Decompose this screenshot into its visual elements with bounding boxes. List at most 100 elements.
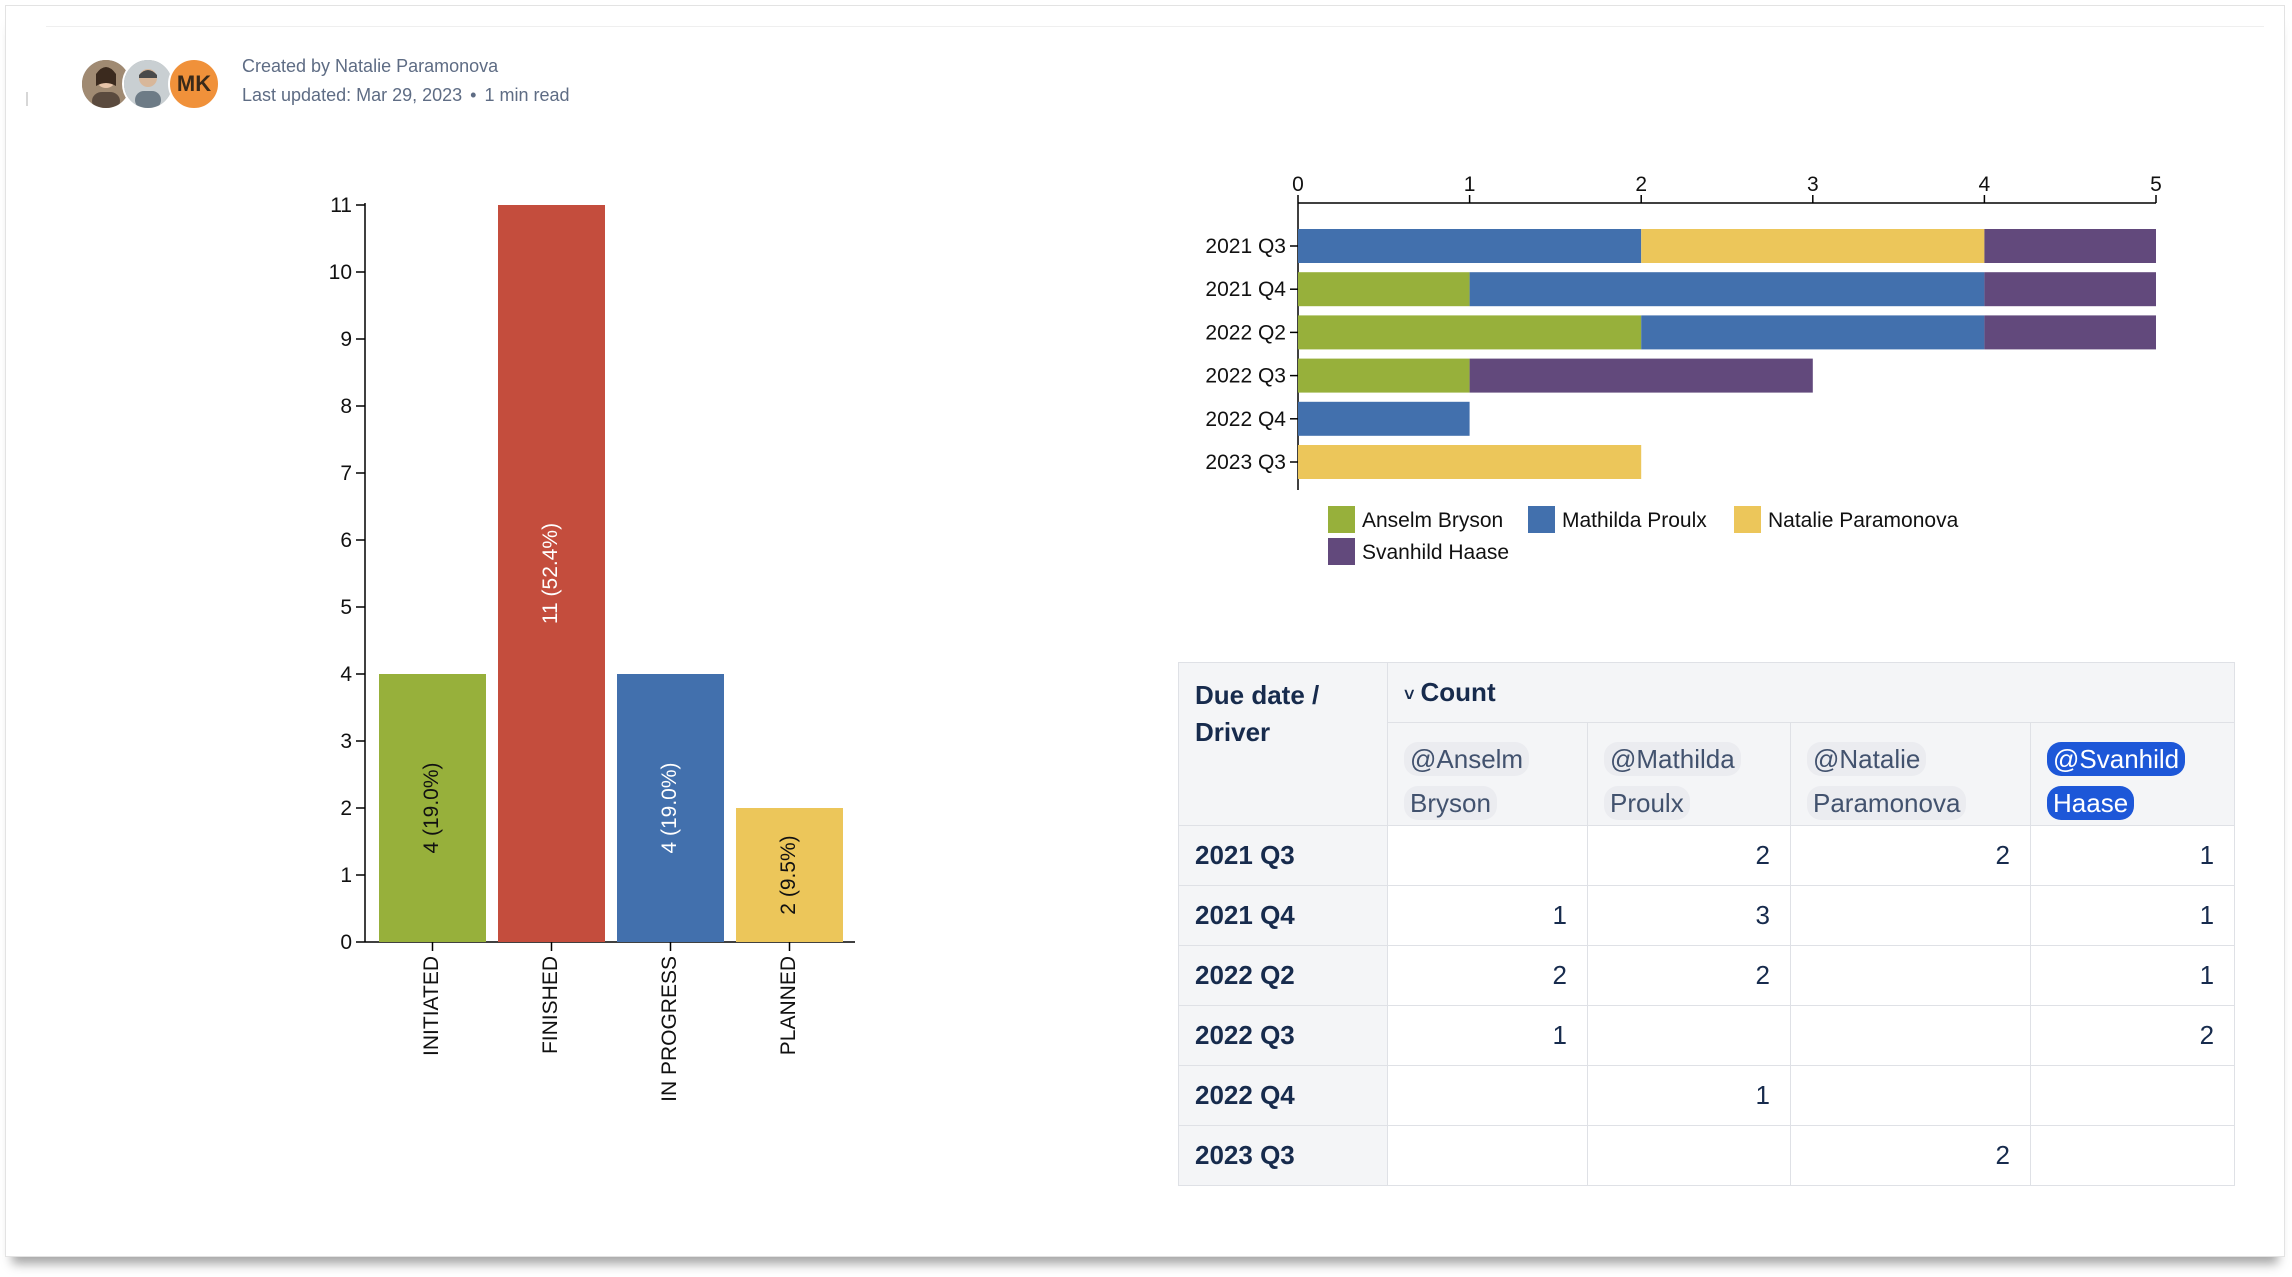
count-cell: 2 bbox=[1790, 1125, 2031, 1186]
count-cell: 1 bbox=[2029, 825, 2236, 886]
legend-swatch bbox=[1328, 538, 1355, 565]
bar-data-label: 4 (19.0%) bbox=[658, 762, 681, 853]
x-tick-label: 2 bbox=[1635, 175, 1647, 196]
y-tick-label: 0 bbox=[340, 931, 352, 954]
read-time: 1 min read bbox=[484, 85, 570, 105]
user-mention[interactable]: @Svanhild Haase bbox=[2047, 742, 2186, 820]
stacked-bar-segment bbox=[1469, 272, 1985, 307]
y-tick-label: 11 bbox=[330, 194, 352, 217]
x-tick-label: 5 bbox=[2150, 175, 2162, 196]
count-cell: 2 bbox=[1387, 945, 1588, 1006]
y-tick-label: 8 bbox=[340, 395, 352, 418]
bar bbox=[379, 674, 486, 942]
y-tick-label: 2022 Q2 bbox=[1205, 321, 1286, 344]
stacked-bar-segment bbox=[1298, 272, 1470, 307]
stacked-bar-segment bbox=[1641, 315, 1985, 350]
count-cell bbox=[1790, 1065, 2031, 1126]
stacked-bar-segment bbox=[1984, 315, 2156, 350]
count-header[interactable]: ˅ Count bbox=[1386, 662, 2236, 723]
bar-data-label: 2 (9.5%) bbox=[777, 835, 800, 914]
legend-label: Anselm Bryson bbox=[1362, 509, 1503, 532]
user-mention[interactable]: @Anselm Bryson bbox=[1404, 742, 1530, 820]
count-cell bbox=[1790, 945, 2031, 1006]
x-tick-label: 1 bbox=[1464, 175, 1476, 196]
legend-swatch bbox=[1328, 506, 1355, 533]
count-cell bbox=[1387, 825, 1588, 886]
y-tick-label: 2023 Q3 bbox=[1205, 451, 1286, 474]
y-tick-label: 5 bbox=[340, 596, 352, 619]
table-body: 2021 Q3 2 2 1 2021 Q4 1 3 1 2022 Q2 2 2 1 2022 Q3 1 2 2… bbox=[1178, 825, 2236, 1186]
count-cell bbox=[1387, 1065, 1588, 1126]
count-cell: 2 bbox=[1587, 945, 1791, 1006]
count-cell bbox=[1587, 1005, 1791, 1066]
row-header: 2023 Q3 bbox=[1178, 1125, 1388, 1186]
table-row: 2022 Q3 1 2 bbox=[1178, 1005, 2236, 1066]
legend-label: Svanhild Haase bbox=[1362, 541, 1509, 564]
row-header: 2022 Q3 bbox=[1178, 1005, 1388, 1066]
contributors[interactable]: MK bbox=[80, 58, 230, 110]
y-tick-label: 4 bbox=[340, 663, 352, 686]
count-cell bbox=[1587, 1125, 1791, 1186]
count-cell bbox=[2029, 1125, 2236, 1186]
stacked-bar-segment bbox=[1641, 229, 1985, 263]
x-tick-label: 3 bbox=[1807, 175, 1819, 196]
y-tick-label: 2022 Q3 bbox=[1205, 365, 1286, 388]
user-mention[interactable]: @Natalie Paramonova bbox=[1807, 742, 1967, 820]
table-row: 2022 Q2 2 2 1 bbox=[1178, 945, 2236, 1006]
stacked-bar-segment bbox=[1298, 401, 1470, 436]
person-photo-icon bbox=[124, 60, 172, 108]
y-tick-label: 10 bbox=[329, 261, 352, 284]
bar bbox=[498, 205, 605, 942]
page-byline: Created by Natalie Paramonova Last updat… bbox=[242, 52, 570, 110]
x-tick-label: 0 bbox=[1292, 175, 1304, 196]
x-tick-label: IN PROGRESS bbox=[658, 956, 681, 1102]
y-tick-label: 6 bbox=[340, 529, 352, 552]
legend-swatch bbox=[1734, 506, 1761, 533]
row-header: 2022 Q2 bbox=[1178, 945, 1388, 1006]
last-updated[interactable]: Last updated: Mar 29, 2023 bbox=[242, 85, 463, 105]
count-cell bbox=[1387, 1125, 1588, 1186]
edge-marker bbox=[26, 92, 28, 106]
person-photo-icon bbox=[82, 60, 130, 108]
y-tick-label: 7 bbox=[340, 462, 352, 485]
table-row: 2022 Q4 1 bbox=[1178, 1065, 2236, 1126]
count-cell: 2 bbox=[1587, 825, 1791, 886]
count-cell: 1 bbox=[2029, 945, 2236, 1006]
stacked-bar-segment bbox=[1469, 358, 1813, 393]
due-date-stacked-chart: 0 1 2 3 4 5 2021 Q3 2021 Q4 2022 Q2 2022 Q3 2022 Q… bbox=[1205, 175, 2162, 565]
driver-column-header: @Anselm Bryson bbox=[1387, 722, 1588, 826]
y-tick-label: 9 bbox=[340, 328, 352, 351]
created-by: Created by Natalie Paramonova bbox=[242, 56, 499, 76]
count-cell bbox=[2029, 1065, 2236, 1126]
row-header: 2021 Q4 bbox=[1178, 885, 1388, 946]
count-cell: 1 bbox=[1587, 1065, 1791, 1126]
user-mention[interactable]: @Mathilda Proulx bbox=[1604, 742, 1741, 820]
y-tick-label: 2021 Q3 bbox=[1205, 235, 1286, 258]
avatar[interactable] bbox=[122, 58, 174, 110]
count-cell bbox=[1790, 885, 2031, 946]
corner-header: Due date / Driver bbox=[1178, 662, 1388, 826]
page-frame: MK Created by Natalie Paramonova Last up… bbox=[6, 6, 2284, 1256]
status-bar-chart: 0 1 2 3 4 5 6 7 8 9 10 11 4 (19.0%) INITIATED 11 (52.4… bbox=[329, 194, 855, 1102]
bar-data-label: 11 (52.4%) bbox=[539, 523, 562, 624]
x-tick-label: INITIATED bbox=[420, 956, 443, 1056]
stacked-bar-segment bbox=[1298, 358, 1470, 393]
table-row: 2021 Q3 2 2 1 bbox=[1178, 825, 2236, 886]
legend-label: Mathilda Proulx bbox=[1562, 509, 1707, 532]
chevron-down-icon[interactable]: ˅ bbox=[1404, 685, 1415, 705]
stacked-bar-segment bbox=[1984, 272, 2156, 307]
separator-dot: • bbox=[470, 85, 477, 105]
y-tick-label: 2021 Q4 bbox=[1205, 278, 1286, 301]
y-tick-label: 1 bbox=[340, 864, 352, 887]
x-tick-label: PLANNED bbox=[777, 956, 800, 1055]
count-cell: 3 bbox=[1587, 885, 1791, 946]
last-updated-line: Last updated: Mar 29, 2023 • 1 min read bbox=[242, 81, 570, 110]
y-tick-label: 2022 Q4 bbox=[1205, 408, 1286, 431]
count-cell bbox=[1790, 1005, 2031, 1066]
avatar[interactable] bbox=[80, 58, 132, 110]
count-cell: 1 bbox=[1387, 885, 1588, 946]
avatar[interactable]: MK bbox=[168, 58, 220, 110]
top-divider bbox=[46, 26, 2264, 27]
driver-column-header: @Natalie Paramonova bbox=[1790, 722, 2031, 826]
bar bbox=[617, 674, 724, 942]
